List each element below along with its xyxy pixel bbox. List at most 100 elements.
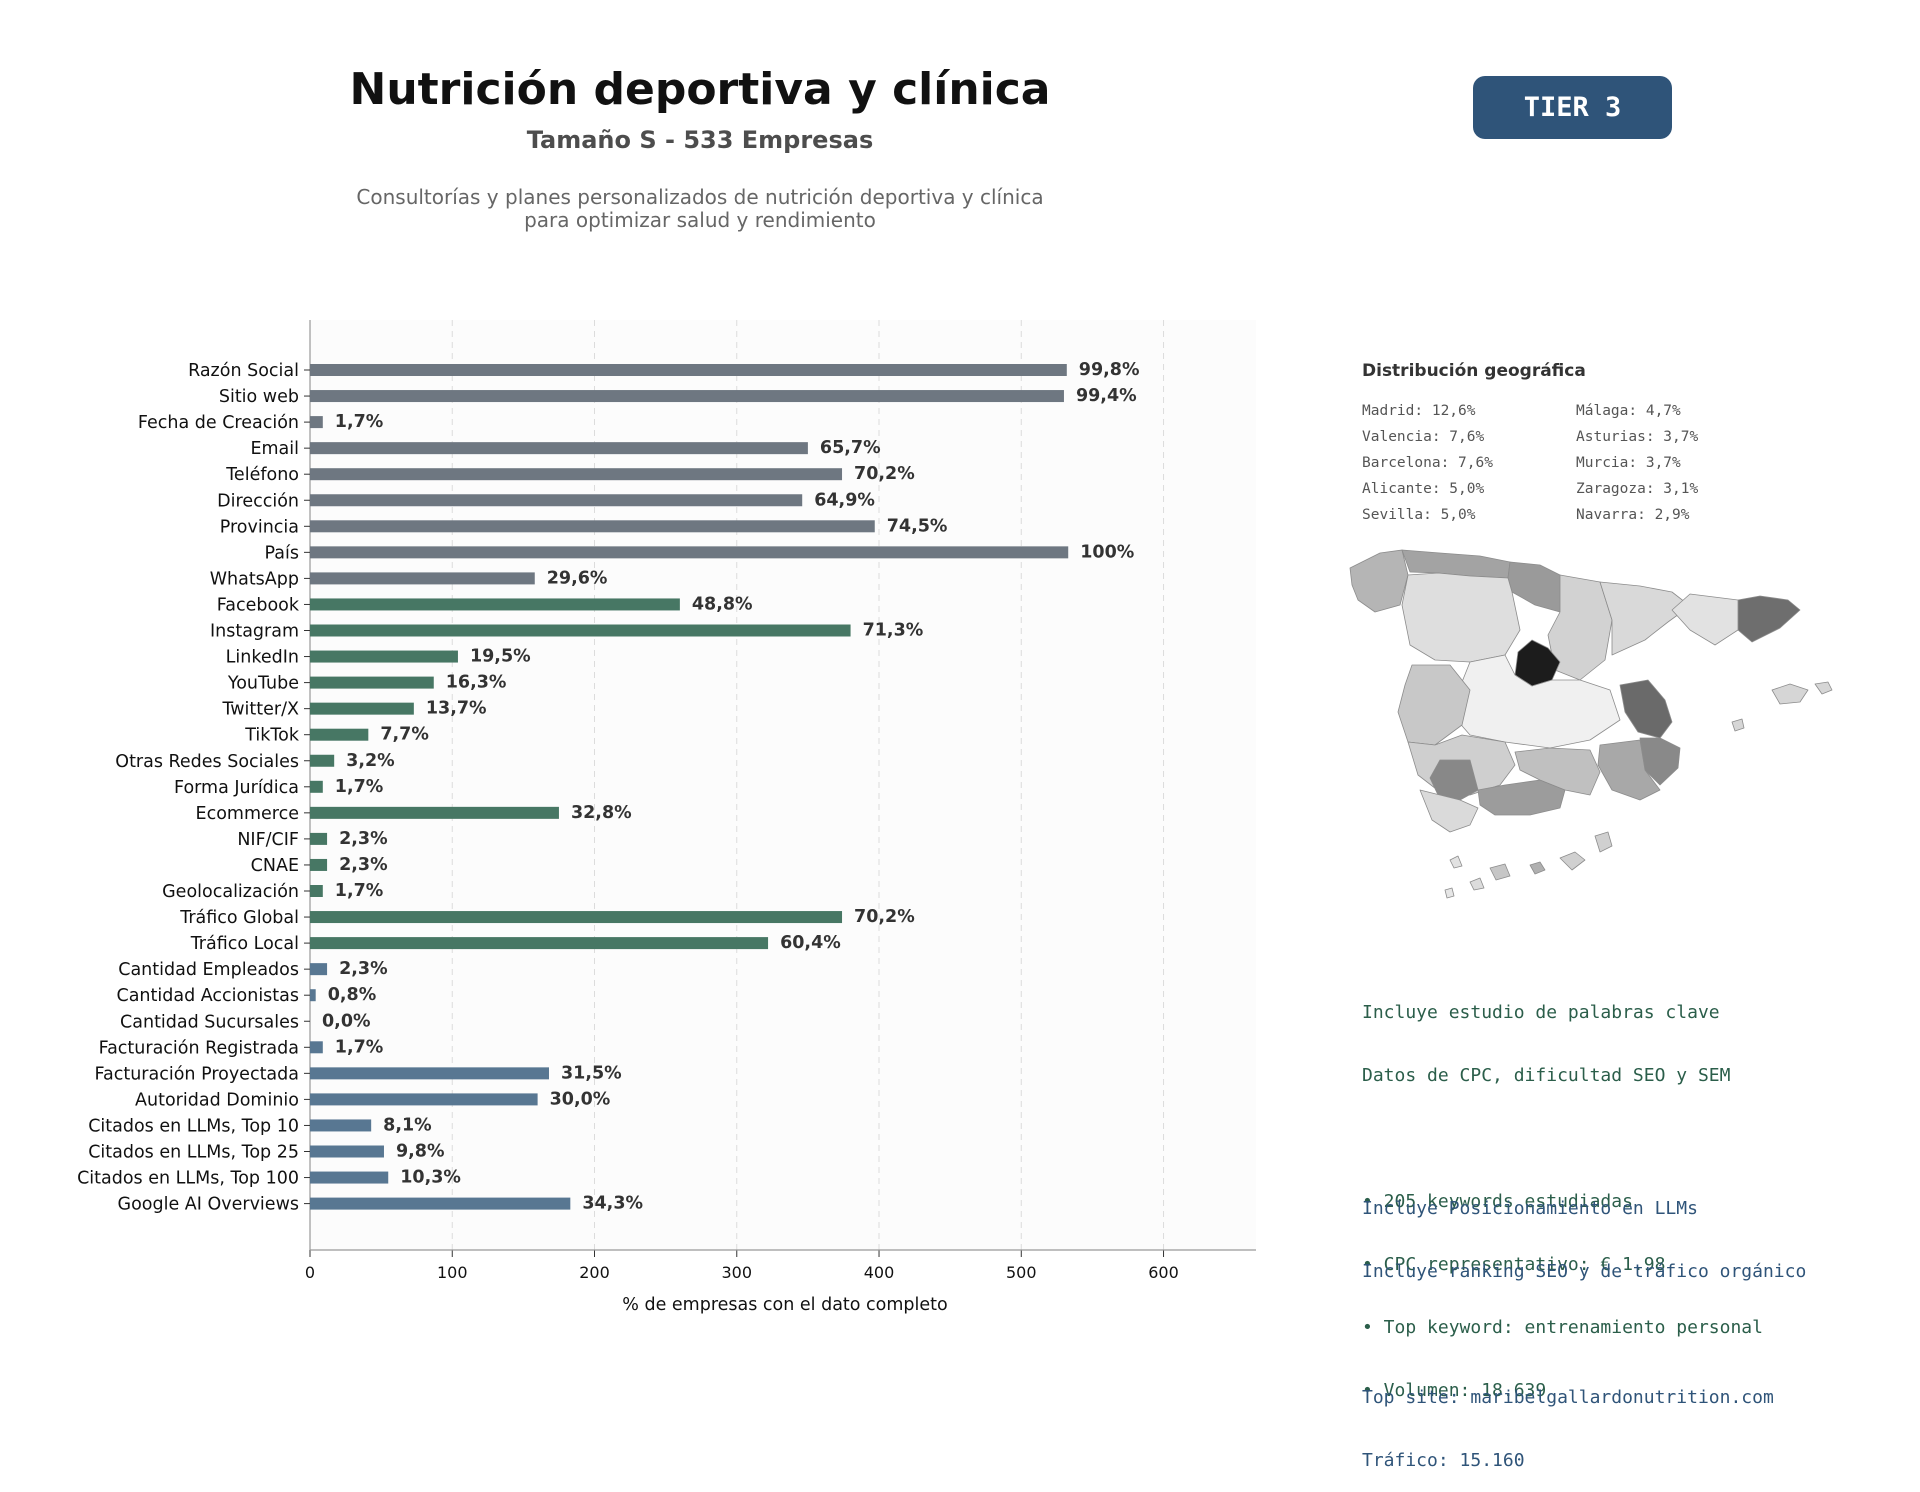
bar	[310, 1119, 372, 1132]
bar	[310, 858, 328, 871]
bar-value-label: 16,3%	[446, 673, 507, 693]
bar	[310, 885, 323, 897]
x-tick-label: 300	[721, 1263, 752, 1282]
bar	[310, 806, 559, 819]
bar	[310, 754, 335, 767]
map-region	[1419, 789, 1479, 833]
spain-choropleth-map	[1349, 549, 1833, 899]
y-tick-label: LinkedIn	[226, 648, 299, 668]
y-tick-label: Forma Jurídica	[174, 778, 299, 798]
seo-info-line: Datos de CPC, dificultad SEO y SEM	[1362, 1065, 1731, 1086]
bar-value-label: 1,7%	[335, 777, 384, 797]
y-tick-label: Geolocalización	[162, 882, 299, 902]
bar	[310, 624, 851, 637]
geo-item: Alicante: 5,0%	[1362, 481, 1485, 497]
map-region	[1469, 877, 1485, 891]
bar	[310, 1067, 549, 1080]
bar	[310, 911, 843, 924]
y-tick-label: Sitio web	[219, 387, 299, 407]
description-line: para optimizar salud y rendimiento	[524, 208, 876, 232]
bar-value-label: 34,3%	[582, 1194, 643, 1214]
map-region	[1731, 718, 1745, 732]
y-tick-label: Google AI Overviews	[118, 1195, 299, 1215]
y-tick-label: Cantidad Empleados	[118, 960, 299, 980]
llm-info-line: Incluye Posicionamiento en LLMs	[1362, 1198, 1698, 1219]
llm-info-line: Tráfico: 15.160	[1362, 1450, 1525, 1471]
map-region	[1397, 664, 1471, 746]
y-tick-label: CNAE	[251, 856, 299, 876]
map-region	[1597, 739, 1661, 801]
bar-value-label: 1,7%	[335, 412, 384, 432]
bar-value-label: 19,5%	[470, 647, 531, 667]
bar	[310, 416, 323, 429]
y-tick-label: Cantidad Sucursales	[120, 1012, 299, 1032]
geo-item: Zaragoza: 3,1%	[1576, 481, 1699, 497]
y-tick-label: YouTube	[227, 674, 299, 694]
bar-value-label: 13,7%	[426, 699, 487, 719]
bar-value-label: 9,8%	[396, 1142, 445, 1162]
llm-info-line: Top site: maribelgallardonutrition.com	[1362, 1387, 1774, 1408]
bar	[310, 963, 328, 976]
seo-info-line: • Volumen: 18.639	[1362, 1380, 1547, 1401]
y-tick-label: Facturación Registrada	[99, 1038, 299, 1058]
bar	[310, 1041, 323, 1054]
map-region	[1529, 861, 1546, 875]
bar	[310, 989, 316, 1002]
map-region	[1401, 572, 1521, 663]
bar-value-label: 99,4%	[1076, 386, 1137, 406]
bar	[310, 442, 808, 455]
x-tick-label: 200	[579, 1263, 610, 1282]
map-region	[1449, 654, 1621, 749]
seo-info-line	[1362, 1128, 1763, 1149]
bar-value-label: 7,7%	[380, 725, 429, 745]
bar-value-label: 0,8%	[328, 985, 377, 1005]
bar-value-label: 3,2%	[346, 751, 395, 771]
map-region	[1559, 851, 1586, 871]
bar	[310, 832, 328, 845]
geo-item: Madrid: 12,6%	[1362, 403, 1476, 419]
bar-value-label: 10,3%	[400, 1168, 461, 1188]
map-region	[1349, 549, 1409, 613]
bar	[310, 1197, 571, 1210]
geo-item: Asturias: 3,7%	[1576, 429, 1699, 445]
bar	[310, 572, 535, 585]
y-tick-label: Otras Redes Sociales	[115, 752, 299, 772]
x-tick-label: 400	[864, 1263, 895, 1282]
llm-info-block: Incluye Posicionamiento en LLMs Incluye …	[1362, 1156, 1806, 1492]
bar-value-label: 70,2%	[854, 907, 915, 927]
geo-item: Sevilla: 5,0%	[1362, 507, 1476, 523]
y-tick-label: País	[265, 543, 299, 563]
y-tick-label: TikTok	[244, 726, 300, 746]
description-line: Consultorías y planes personalizados de …	[356, 185, 1044, 209]
completeness-bar-chart: 0 100 200 300 400 500 600 Razón Social 99,8% Siti…	[77, 320, 1256, 1315]
bar-value-label: 65,7%	[820, 438, 881, 458]
bar	[310, 364, 1067, 376]
bar-value-label: 64,9%	[814, 490, 875, 510]
x-tick-label: 100	[437, 1263, 468, 1282]
y-tick-label: Facturación Proyectada	[95, 1064, 299, 1084]
y-tick-label: Citados en LLMs, Top 25	[88, 1143, 299, 1163]
bar	[310, 598, 680, 611]
y-tick-label: NIF/CIF	[237, 830, 299, 850]
bar-value-label: 1,7%	[335, 1037, 384, 1057]
bar	[310, 1093, 538, 1106]
bar-value-label: 2,3%	[339, 829, 388, 849]
geo-item: Málaga: 4,7%	[1576, 403, 1681, 419]
map-region	[1619, 679, 1673, 739]
y-tick-label: Twitter/X	[221, 700, 299, 720]
map-region	[1401, 549, 1511, 579]
geo-distribution-title: Distribución geográfica	[1362, 361, 1586, 381]
bar	[310, 520, 875, 533]
bar-value-label: 30,0%	[550, 1089, 611, 1109]
geo-item: Valencia: 7,6%	[1362, 429, 1485, 445]
y-tick-label: Tráfico Global	[179, 908, 299, 928]
map-region	[1444, 887, 1455, 899]
geo-item: Barcelona: 7,6%	[1362, 455, 1493, 471]
map-region	[1489, 863, 1511, 881]
seo-info-line: • Top keyword: entrenamiento personal	[1362, 1317, 1763, 1338]
x-tick-label: 600	[1148, 1263, 1179, 1282]
map-region	[1737, 595, 1801, 643]
map-region	[1771, 683, 1809, 705]
bar-value-label: 74,5%	[887, 516, 948, 536]
geo-list-column-2: Málaga: 4,7% Asturias: 3,7% Murcia: 3,7%…	[1576, 398, 1698, 528]
